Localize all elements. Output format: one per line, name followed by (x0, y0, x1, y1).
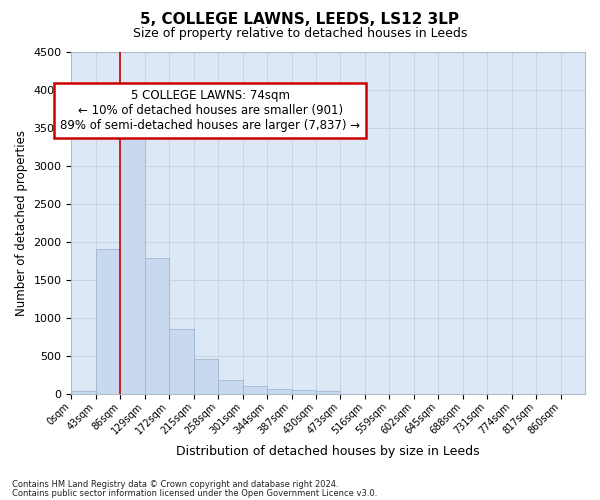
Bar (121, 128, 145, 394)
X-axis label: Distribution of detached houses by size in Leeds: Distribution of detached houses by size … (176, 444, 480, 458)
Bar (242, 386, 267, 394)
Text: Contains HM Land Registry data © Crown copyright and database right 2024.: Contains HM Land Registry data © Crown c… (12, 480, 338, 489)
Bar (267, 389, 292, 394)
Bar (316, 392, 340, 394)
Bar (96, 249, 121, 394)
Text: 5 COLLEGE LAWNS: 74sqm
← 10% of detached houses are smaller (901)
89% of semi-de: 5 COLLEGE LAWNS: 74sqm ← 10% of detached… (60, 89, 360, 132)
Bar (71, 390, 96, 394)
Bar (194, 360, 218, 394)
Text: 5, COLLEGE LAWNS, LEEDS, LS12 3LP: 5, COLLEGE LAWNS, LEEDS, LS12 3LP (140, 12, 460, 28)
Text: Size of property relative to detached houses in Leeds: Size of property relative to detached ho… (133, 28, 467, 40)
Bar (145, 258, 169, 394)
Y-axis label: Number of detached properties: Number of detached properties (15, 130, 28, 316)
Bar (218, 380, 242, 394)
Text: Contains public sector information licensed under the Open Government Licence v3: Contains public sector information licen… (12, 488, 377, 498)
Bar (292, 390, 316, 394)
Bar (169, 329, 194, 394)
